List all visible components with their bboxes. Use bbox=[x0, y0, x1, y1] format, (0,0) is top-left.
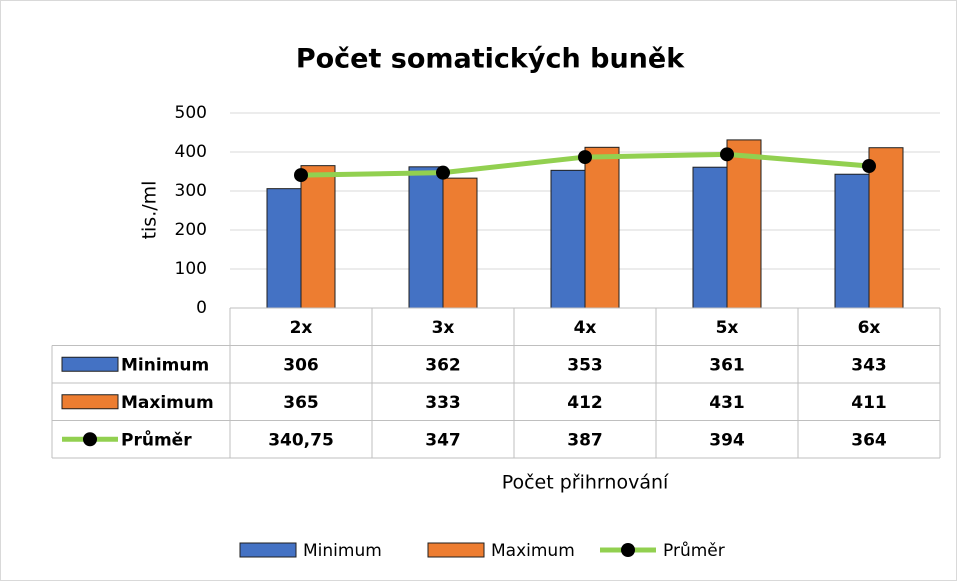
table-legend-key bbox=[61, 356, 119, 372]
bar bbox=[442, 177, 478, 309]
table-row-label: Minimum bbox=[121, 355, 209, 375]
legend-key bbox=[621, 543, 635, 557]
table-value: 343 bbox=[851, 355, 887, 375]
legend-key bbox=[239, 542, 297, 558]
x-tick-label: 5x bbox=[716, 318, 739, 338]
bar bbox=[726, 139, 762, 309]
table-legend-key bbox=[61, 394, 119, 410]
bar bbox=[584, 146, 620, 309]
bar bbox=[550, 169, 586, 309]
line-marker bbox=[720, 147, 734, 162]
bar bbox=[300, 165, 336, 309]
bar bbox=[266, 188, 302, 309]
table-value: 353 bbox=[567, 355, 603, 375]
x-tick-label: 4x bbox=[574, 318, 597, 338]
table-value: 340,75 bbox=[268, 430, 334, 450]
x-tick-label: 2x bbox=[290, 318, 313, 338]
table-value: 365 bbox=[283, 393, 319, 413]
chart-title: Počet somatických buněk bbox=[296, 44, 685, 75]
legend-label: Minimum bbox=[303, 541, 382, 561]
table-value: 333 bbox=[425, 393, 461, 413]
line-marker bbox=[436, 165, 450, 180]
table-value: 364 bbox=[851, 430, 887, 450]
y-tick-label: 300 bbox=[175, 181, 207, 201]
line-marker bbox=[578, 150, 592, 165]
bar bbox=[408, 166, 444, 309]
table-row-label: Průměr bbox=[121, 428, 192, 450]
table-row-label: Maximum bbox=[121, 393, 214, 413]
table-value: 306 bbox=[283, 355, 319, 375]
x-tick-label: 6x bbox=[858, 318, 881, 338]
table-value: 347 bbox=[425, 430, 461, 450]
x-tick-label: 3x bbox=[432, 318, 455, 338]
y-tick-label: 500 bbox=[175, 103, 207, 123]
table-value: 411 bbox=[851, 393, 887, 413]
table-value: 361 bbox=[709, 355, 745, 375]
line-marker bbox=[294, 168, 308, 183]
table-value: 431 bbox=[709, 393, 745, 413]
y-tick-label: 0 bbox=[196, 298, 207, 318]
line-marker bbox=[862, 159, 876, 174]
y-tick-label: 200 bbox=[175, 220, 207, 240]
x-axis-title: Počet přihrnování bbox=[502, 472, 669, 494]
legend-label: Průměr bbox=[663, 541, 725, 561]
table-value: 394 bbox=[709, 430, 745, 450]
table-legend-key bbox=[83, 432, 97, 447]
legend-key bbox=[427, 542, 485, 558]
y-tick-label: 100 bbox=[175, 259, 207, 279]
y-tick-label: 400 bbox=[175, 142, 207, 162]
bar bbox=[692, 166, 728, 309]
legend-label: Maximum bbox=[491, 541, 575, 561]
table-value: 387 bbox=[567, 430, 603, 450]
table-value: 362 bbox=[425, 355, 461, 375]
y-axis-title: tis./ml bbox=[139, 181, 161, 240]
bar bbox=[868, 147, 904, 309]
table-value: 412 bbox=[567, 393, 603, 413]
bar bbox=[834, 173, 870, 309]
